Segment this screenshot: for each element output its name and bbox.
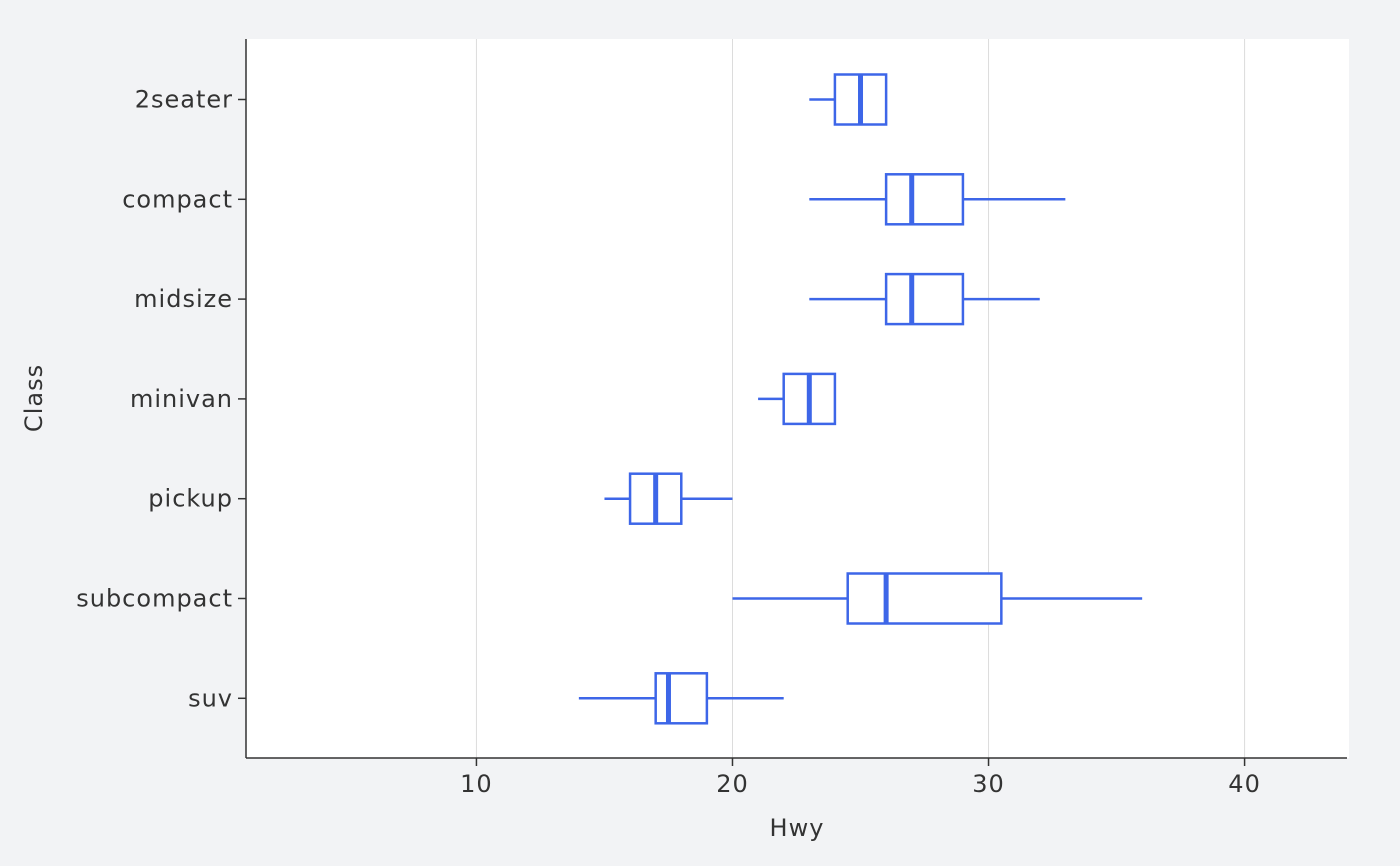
boxes — [578, 73, 1143, 725]
x-tick-label-20: 20 — [716, 770, 749, 798]
y-tick-label-2seater: 2seater — [135, 86, 233, 114]
y-axis-title: Class — [20, 364, 48, 432]
grid-lines — [475, 39, 1246, 758]
x-axis-title: Hwy — [770, 814, 825, 842]
y-axis-ticks: 2seater compact midsize minivan pickup subcom… — [76, 86, 246, 712]
x-tick-label-30: 30 — [972, 770, 1005, 798]
iqr-box-subcompact — [846, 572, 1003, 625]
iqr-box-suv — [654, 672, 709, 725]
y-tick-label-minivan: minivan — [130, 385, 233, 413]
box-suv — [578, 672, 784, 725]
box-subcompact — [732, 572, 1143, 625]
box-midsize — [809, 272, 1040, 326]
box-pickup — [604, 472, 733, 525]
box-minivan — [758, 372, 837, 426]
x-tick-label-10: 10 — [460, 770, 493, 798]
box-compact — [809, 173, 1066, 226]
y-tick-label-midsize: midsize — [134, 285, 233, 313]
box-2seater — [809, 73, 888, 126]
y-tick-label-suv: suv — [188, 684, 233, 712]
y-tick-label-pickup: pickup — [148, 485, 233, 513]
y-tick-label-compact: compact — [122, 185, 233, 213]
y-tick-label-subcompact: subcompact — [76, 585, 233, 613]
iqr-box-compact — [884, 173, 965, 226]
x-tick-label-40: 40 — [1228, 770, 1261, 798]
iqr-box-midsize — [884, 272, 965, 326]
x-axis-ticks: 10 20 30 40 — [460, 758, 1261, 798]
